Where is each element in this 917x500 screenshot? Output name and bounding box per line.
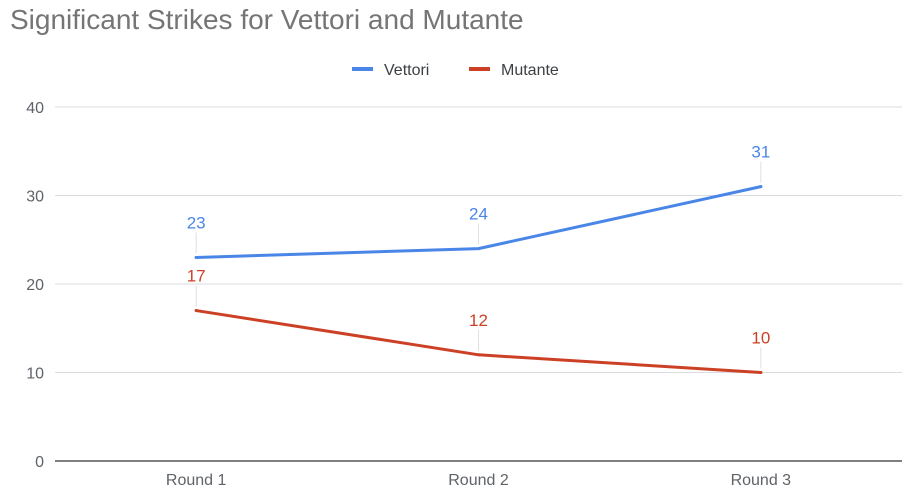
data-label: 17	[187, 267, 206, 286]
data-label: 31	[751, 143, 770, 162]
y-tick-label: 30	[26, 189, 44, 206]
legend-label: Mutante	[501, 62, 559, 79]
data-point	[194, 309, 198, 313]
y-tick-label: 40	[26, 100, 44, 117]
y-tick-label: 10	[26, 366, 44, 383]
data-label: 10	[751, 329, 770, 348]
data-point	[759, 371, 763, 374]
data-point	[759, 185, 763, 189]
y-tick-label: 0	[35, 454, 44, 471]
data-point	[477, 353, 480, 357]
chart-title: Significant Strikes for Vettori and Muta…	[10, 4, 524, 35]
x-tick-label: Round 3	[731, 472, 792, 489]
x-tick-label: Round 1	[166, 472, 227, 489]
legend: Vettori Mutante	[352, 62, 559, 79]
data-labels: 23 24 31 17 12 10	[187, 143, 771, 348]
x-tick-label: Round 2	[448, 472, 509, 489]
y-tick-label: 20	[26, 277, 44, 294]
data-label: 23	[187, 213, 206, 232]
data-label: 12	[469, 311, 488, 330]
data-point	[477, 247, 480, 251]
legend-label: Vettori	[384, 62, 429, 79]
axes: 0 10 20 30 40 Round 1 Round 2 Round 3	[26, 100, 902, 489]
series-lines	[194, 185, 763, 374]
data-label: 24	[469, 205, 488, 224]
data-point	[194, 255, 198, 259]
data-label-leaders	[195, 161, 762, 369]
